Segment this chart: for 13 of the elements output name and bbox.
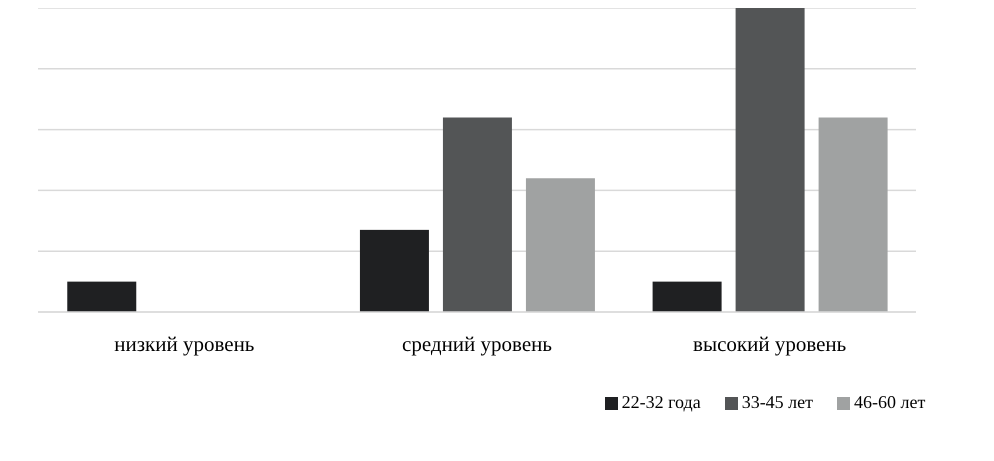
x-tick-label: низкий уровень: [114, 332, 254, 356]
x-tick-label: средний уровень: [402, 332, 552, 356]
bar: [526, 178, 595, 312]
legend-label: 46-60 лет: [854, 392, 926, 412]
bar: [736, 8, 805, 312]
x-tick-label: высокий уровень: [693, 332, 846, 356]
legend-label: 33-45 лет: [742, 392, 814, 412]
bar: [442, 117, 512, 312]
legend-label: 22-32 года: [622, 392, 701, 412]
bar: [818, 117, 888, 312]
bar: [360, 230, 429, 312]
bar: [652, 282, 722, 312]
bar: [67, 282, 136, 312]
